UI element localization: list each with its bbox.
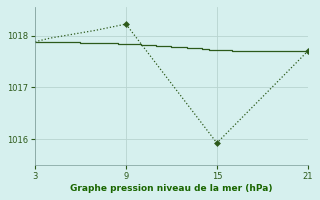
- X-axis label: Graphe pression niveau de la mer (hPa): Graphe pression niveau de la mer (hPa): [70, 184, 273, 193]
